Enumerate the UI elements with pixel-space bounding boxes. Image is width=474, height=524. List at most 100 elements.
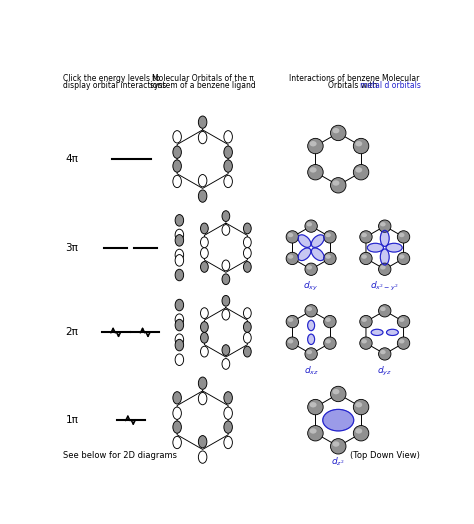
- Ellipse shape: [244, 248, 251, 258]
- Ellipse shape: [198, 132, 207, 144]
- Ellipse shape: [361, 255, 367, 259]
- Ellipse shape: [324, 315, 336, 328]
- Ellipse shape: [379, 220, 391, 232]
- Ellipse shape: [173, 407, 182, 419]
- Text: $d_{yz}$: $d_{yz}$: [377, 365, 392, 378]
- Ellipse shape: [379, 304, 391, 317]
- Ellipse shape: [286, 315, 299, 328]
- Ellipse shape: [222, 225, 230, 235]
- Ellipse shape: [361, 339, 367, 343]
- Ellipse shape: [380, 265, 386, 269]
- Ellipse shape: [397, 252, 410, 265]
- Ellipse shape: [201, 223, 208, 234]
- Ellipse shape: [307, 350, 312, 354]
- Ellipse shape: [222, 358, 230, 369]
- Ellipse shape: [308, 425, 323, 441]
- Ellipse shape: [379, 263, 391, 276]
- Ellipse shape: [310, 141, 317, 146]
- Ellipse shape: [305, 263, 317, 276]
- Ellipse shape: [379, 348, 391, 360]
- Ellipse shape: [353, 399, 369, 415]
- Ellipse shape: [371, 329, 383, 335]
- Ellipse shape: [380, 350, 386, 354]
- Ellipse shape: [198, 392, 207, 405]
- Text: $d_{z^2}$: $d_{z^2}$: [331, 455, 345, 468]
- Ellipse shape: [324, 337, 336, 350]
- Ellipse shape: [330, 178, 346, 193]
- Ellipse shape: [308, 334, 315, 344]
- Ellipse shape: [399, 255, 404, 259]
- Ellipse shape: [201, 346, 208, 357]
- Ellipse shape: [325, 318, 331, 322]
- Ellipse shape: [305, 304, 317, 317]
- Ellipse shape: [380, 307, 386, 311]
- Ellipse shape: [330, 386, 346, 402]
- Ellipse shape: [173, 146, 182, 158]
- Ellipse shape: [386, 243, 402, 252]
- Ellipse shape: [286, 252, 299, 265]
- Ellipse shape: [353, 138, 369, 154]
- Ellipse shape: [332, 128, 339, 133]
- Text: $d_{xz}$: $d_{xz}$: [304, 365, 319, 377]
- Ellipse shape: [222, 274, 230, 285]
- Ellipse shape: [310, 167, 317, 172]
- Text: 4π: 4π: [65, 154, 78, 164]
- Ellipse shape: [173, 130, 182, 143]
- Ellipse shape: [307, 307, 312, 311]
- Ellipse shape: [244, 223, 251, 234]
- Ellipse shape: [222, 309, 230, 320]
- Ellipse shape: [173, 391, 182, 404]
- Ellipse shape: [380, 222, 386, 226]
- Ellipse shape: [305, 348, 317, 360]
- Ellipse shape: [355, 141, 362, 146]
- Text: Interactions of benzene Molecular: Interactions of benzene Molecular: [289, 74, 419, 83]
- Ellipse shape: [307, 265, 312, 269]
- Text: Click the energy levels to: Click the energy levels to: [63, 74, 160, 83]
- Ellipse shape: [325, 233, 331, 237]
- Ellipse shape: [175, 214, 183, 226]
- Ellipse shape: [244, 308, 251, 319]
- Ellipse shape: [361, 233, 367, 237]
- Ellipse shape: [175, 334, 183, 345]
- Ellipse shape: [288, 339, 293, 343]
- Text: Orbitals with: Orbitals with: [328, 81, 380, 90]
- Text: Molecular Orbitals of the π: Molecular Orbitals of the π: [152, 74, 254, 83]
- Text: $d_{x^2-y^2}$: $d_{x^2-y^2}$: [370, 280, 399, 293]
- Ellipse shape: [332, 389, 339, 395]
- Ellipse shape: [386, 329, 398, 335]
- Ellipse shape: [198, 435, 207, 448]
- Ellipse shape: [308, 320, 315, 331]
- Ellipse shape: [244, 261, 251, 272]
- Ellipse shape: [173, 436, 182, 449]
- Text: system of a benzene ligand: system of a benzene ligand: [150, 81, 255, 90]
- Ellipse shape: [201, 308, 208, 319]
- Ellipse shape: [360, 315, 372, 328]
- Text: (Top Down View): (Top Down View): [350, 451, 419, 460]
- Ellipse shape: [298, 235, 311, 247]
- Ellipse shape: [224, 160, 232, 172]
- Ellipse shape: [175, 314, 183, 325]
- Ellipse shape: [360, 252, 372, 265]
- Ellipse shape: [311, 235, 324, 247]
- Ellipse shape: [201, 261, 208, 272]
- Ellipse shape: [324, 252, 336, 265]
- Ellipse shape: [224, 146, 232, 158]
- Ellipse shape: [222, 211, 230, 222]
- Ellipse shape: [310, 428, 317, 434]
- Text: display orbital interactions: display orbital interactions: [63, 81, 166, 90]
- Ellipse shape: [308, 165, 323, 180]
- Ellipse shape: [307, 222, 312, 226]
- Ellipse shape: [288, 255, 293, 259]
- Text: See below for 2D diagrams: See below for 2D diagrams: [63, 451, 177, 460]
- Ellipse shape: [198, 116, 207, 128]
- Ellipse shape: [323, 409, 354, 431]
- Ellipse shape: [330, 439, 346, 454]
- Ellipse shape: [175, 319, 183, 331]
- Ellipse shape: [325, 339, 331, 343]
- Ellipse shape: [308, 399, 323, 415]
- Ellipse shape: [201, 237, 208, 248]
- Ellipse shape: [330, 125, 346, 140]
- Ellipse shape: [224, 407, 232, 419]
- Ellipse shape: [361, 318, 367, 322]
- Ellipse shape: [380, 249, 389, 265]
